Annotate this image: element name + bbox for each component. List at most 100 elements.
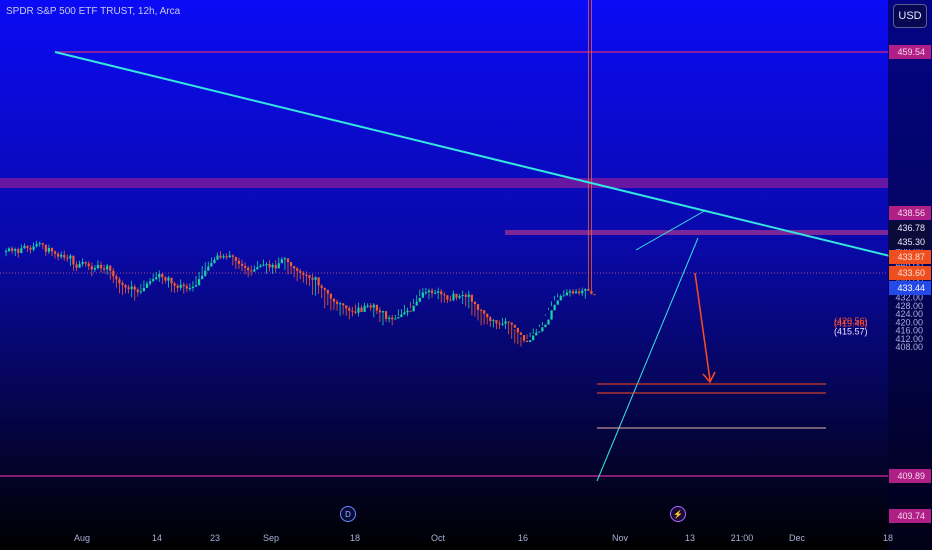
- candle-body: [237, 260, 241, 264]
- candle-body: [470, 294, 473, 302]
- currency-button[interactable]: USD: [893, 4, 927, 28]
- candle-body: [127, 287, 130, 290]
- candle-body: [553, 304, 556, 311]
- candle-body: [225, 256, 228, 258]
- candle-body: [109, 265, 112, 271]
- candle-body: [50, 248, 54, 252]
- candle-body: [253, 269, 256, 272]
- candle-body: [20, 248, 23, 253]
- candle-body: [194, 285, 198, 287]
- x-tick-label: 13: [685, 533, 695, 543]
- y-tick-label: 420.00: [895, 317, 923, 327]
- candle-body: [544, 324, 547, 328]
- chart-title: SPDR S&P 500 ETF TRUST, 12h, Arca: [6, 6, 181, 17]
- candle-body: [170, 277, 173, 284]
- candle-body: [507, 321, 510, 323]
- candle-body: [516, 327, 519, 333]
- candle-body: [299, 270, 302, 273]
- candle-body: [161, 273, 164, 278]
- candle-body: [406, 310, 409, 313]
- candle-body: [78, 263, 81, 268]
- price-tag-label: 433.60: [897, 268, 925, 278]
- candle-body: [345, 305, 348, 309]
- candle-body: [479, 309, 483, 311]
- candle-body: [259, 265, 262, 268]
- candle-body: [446, 295, 449, 300]
- candle-body: [268, 264, 271, 268]
- candle-body: [11, 248, 14, 251]
- candle-body: [38, 243, 41, 245]
- y-tick-label: 408.00: [895, 342, 923, 352]
- candle-body: [72, 255, 75, 265]
- candle-body: [418, 297, 421, 302]
- candle-body: [452, 293, 455, 300]
- candle-body: [492, 320, 495, 322]
- candle-body: [115, 276, 118, 280]
- candle-body: [378, 310, 382, 313]
- x-tick-label: 14: [152, 533, 162, 543]
- candle-body: [112, 270, 115, 277]
- y-tick-label: 412.00: [895, 334, 923, 344]
- price-tag-label: 459.54: [897, 47, 925, 57]
- candle-body: [201, 275, 204, 280]
- candle-body: [541, 327, 544, 332]
- candle-body: [118, 279, 121, 284]
- candle-body: [458, 296, 461, 298]
- candle-body: [412, 305, 415, 312]
- candle-body: [179, 284, 182, 288]
- candle-body: [461, 295, 464, 297]
- price-tag-bg: [889, 281, 931, 295]
- candle-body: [265, 264, 268, 266]
- candle-body: [216, 255, 219, 260]
- candle-body: [142, 288, 146, 292]
- candle-body: [90, 266, 93, 270]
- candle-body: [228, 255, 231, 258]
- candle-body: [243, 265, 247, 268]
- candle-body: [17, 249, 20, 253]
- candle-body: [415, 301, 418, 306]
- y-tick-label: 432.00: [895, 293, 923, 303]
- price-tag-bg: [889, 45, 931, 59]
- candle-body: [317, 277, 320, 286]
- candle-body: [388, 317, 391, 319]
- candle-body: [271, 265, 274, 268]
- candle-body: [467, 294, 470, 297]
- candle-body: [308, 275, 311, 278]
- candle-body: [136, 289, 139, 293]
- candle-body: [375, 304, 378, 311]
- dividend-event-icon[interactable]: D: [340, 506, 356, 522]
- candle-body: [84, 262, 87, 264]
- forecast-arrow-head: [702, 371, 716, 384]
- candle-body: [69, 255, 72, 259]
- candle-body: [443, 294, 446, 296]
- candle-body: [250, 270, 253, 272]
- candle-body: [427, 290, 431, 293]
- candle-body: [102, 268, 106, 270]
- candle-body: [394, 318, 397, 320]
- rising-wedge-lower: [596, 237, 699, 482]
- candle-body: [538, 331, 541, 333]
- candle-body: [240, 263, 244, 266]
- x-tick-label: 23: [210, 533, 220, 543]
- y-tick-label: 428.00: [895, 301, 923, 311]
- range-box: [505, 230, 888, 235]
- x-tick-label: Nov: [612, 533, 629, 543]
- candle-body: [176, 285, 179, 288]
- price-tag-label: 403.74: [897, 511, 925, 521]
- candle-body: [489, 317, 492, 322]
- candle-body: [476, 304, 480, 310]
- candle-body: [47, 248, 51, 252]
- candle-body: [191, 286, 195, 289]
- candle-body: [314, 277, 317, 280]
- candle-body: [164, 277, 167, 281]
- price-tag-bg: [889, 235, 931, 249]
- earnings-event-icon[interactable]: ⚡: [670, 506, 686, 522]
- candle-body: [568, 291, 572, 293]
- candle-body: [41, 243, 44, 245]
- candle-body: [335, 301, 339, 304]
- candle-body: [4, 251, 8, 253]
- candle-body: [188, 288, 191, 290]
- candle-body: [357, 307, 360, 313]
